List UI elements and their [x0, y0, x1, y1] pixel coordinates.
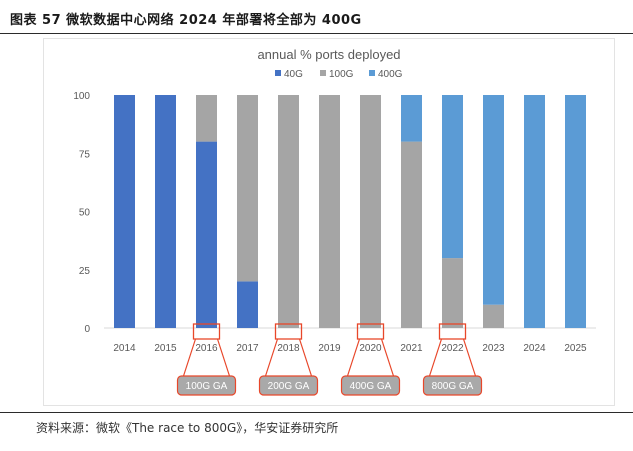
annotation-label-100g-ga: 100G GA [186, 381, 228, 392]
y-tick-label: 50 [79, 208, 91, 219]
x-tick-label: 2022 [441, 343, 464, 354]
bar-400g-2024 [524, 95, 545, 328]
bars [114, 95, 586, 328]
legend-label-40g: 40G [284, 69, 303, 80]
x-tick-label: 2023 [482, 343, 505, 354]
bar-40g-2014 [114, 95, 135, 328]
legend-label-400g: 400G [378, 69, 403, 80]
annotation-label-400g-ga: 400G GA [350, 381, 392, 392]
y-tick-label: 0 [84, 324, 90, 335]
callout-line-right-2022 [464, 339, 476, 376]
x-tick-label: 2021 [400, 343, 423, 354]
bar-400g-2022 [442, 95, 463, 258]
top-rule [0, 33, 633, 34]
annotation-label-200g-ga: 200G GA [268, 381, 310, 392]
bar-100g-2019 [319, 95, 340, 328]
x-tick-label: 2024 [523, 343, 546, 354]
callout-line-left-2018 [266, 339, 278, 376]
callout-line-right-2020 [382, 339, 394, 376]
callout-line-left-2016 [184, 339, 196, 376]
bar-100g-2021 [401, 142, 422, 328]
x-tick-label: 2016 [195, 343, 218, 354]
x-tick-label: 2014 [113, 343, 136, 354]
bar-100g-2016 [196, 95, 217, 142]
bar-40g-2016 [196, 142, 217, 328]
bottom-rule [0, 412, 633, 413]
bar-40g-2015 [155, 95, 176, 328]
annotations: 100G GA 200G GA 400G GA 800G GA [178, 324, 482, 395]
y-tick-label: 100 [73, 91, 90, 102]
chart-title: annual % ports deployed [257, 47, 400, 62]
bar-400g-2023 [483, 95, 504, 305]
legend-swatch-40g [275, 70, 281, 76]
legend-label-100g: 100G [329, 69, 354, 80]
legend-swatch-100g [320, 70, 326, 76]
x-tick-label: 2020 [359, 343, 382, 354]
callout-line-left-2020 [348, 339, 360, 376]
annotation-label-800g-ga: 800G GA [432, 381, 474, 392]
bar-100g-2017 [237, 95, 258, 281]
chart-container: annual % ports deployed 40G 100G 400G 0 25 5… [43, 38, 615, 406]
y-tick-label: 75 [79, 149, 91, 160]
figure-title: 图表 57 微软数据中心网络 2024 年部署将全部为 400G [10, 9, 362, 28]
x-tick-label: 2025 [564, 343, 587, 354]
x-tick-label: 2018 [277, 343, 300, 354]
source-note: 资料来源：微软《The race to 800G》，华安证券研究所 [36, 419, 338, 436]
x-tick-label: 2015 [154, 343, 177, 354]
bar-400g-2021 [401, 95, 422, 142]
bar-100g-2018 [278, 95, 299, 328]
bar-100g-2023 [483, 305, 504, 328]
x-tick-label: 2017 [236, 343, 259, 354]
callout-line-right-2018 [300, 339, 312, 376]
x-tick-label: 2019 [318, 343, 341, 354]
bar-100g-2020 [360, 95, 381, 328]
bar-400g-2025 [565, 95, 586, 328]
legend-swatch-400g [369, 70, 375, 76]
callout-line-left-2022 [430, 339, 442, 376]
bar-100g-2022 [442, 258, 463, 328]
bar-40g-2017 [237, 281, 258, 328]
callout-line-right-2016 [218, 339, 230, 376]
legend: 40G 100G 400G [275, 69, 403, 80]
bar-chart: annual % ports deployed 40G 100G 400G 0 25 5… [44, 39, 614, 405]
y-tick-label: 25 [79, 266, 91, 277]
